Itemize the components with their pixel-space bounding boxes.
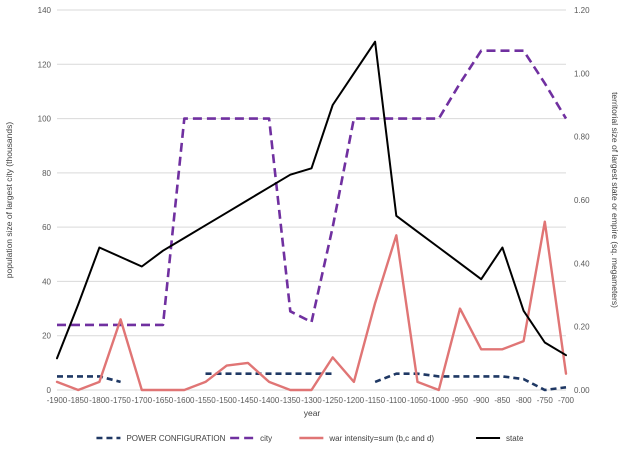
y2-tick-label: 0.20	[574, 323, 590, 332]
y-tick-label: 60	[42, 223, 51, 232]
x-tick-label: -1600	[174, 396, 195, 405]
x-tick-label: -1650	[153, 396, 174, 405]
y-tick-label: 20	[42, 332, 51, 341]
legend-item: city	[230, 434, 272, 443]
x-axis-ticks: -1900 -1850 -1800 -1750 -1700 -1650 -1600 -1550…	[47, 396, 575, 405]
y2-tick-label: 1.20	[574, 6, 590, 15]
series-line-segment	[374, 372, 567, 392]
x-tick-label: -900	[473, 396, 490, 405]
series-3-line	[56, 40, 567, 360]
x-tick-label: -1000	[429, 396, 450, 405]
x-tick-label: -1300	[301, 396, 322, 405]
y2-tick-label: 0.00	[574, 386, 590, 395]
x-tick-label: -1200	[344, 396, 365, 405]
series-line-segment	[57, 375, 121, 384]
legend-label: state	[506, 434, 524, 443]
y2-tick-label: 1.00	[574, 69, 590, 78]
x-tick-label: -1550	[195, 396, 216, 405]
x-tick-label: -1050	[407, 396, 428, 405]
y2-tick-label: 0.40	[574, 259, 590, 268]
y2-axis-title: territorial size of largest state or emp…	[610, 92, 620, 308]
legend-item: war intensity=sum (b,c and d)	[299, 434, 434, 443]
legend-item: POWER CONFIGURATION	[96, 434, 226, 443]
x-tick-label: -750	[537, 396, 554, 405]
y-tick-label: 40	[42, 277, 51, 286]
series-line-segment	[56, 40, 567, 360]
series-line-segment	[55, 220, 568, 392]
x-tick-label: -1750	[110, 396, 131, 405]
right-axis-ticks: 0.00 0.20 0.40 0.60 0.80 1.00 1.20	[574, 6, 590, 395]
x-tick-label: -1800	[89, 396, 110, 405]
x-tick-label: -700	[558, 396, 575, 405]
left-axis-ticks: 0 20 40 60 80 100 120 140	[38, 6, 52, 395]
x-tick-label: -1450	[238, 396, 259, 405]
y-tick-label: 140	[38, 6, 52, 15]
y-tick-label: 120	[38, 60, 52, 69]
series-1-line	[57, 49, 568, 327]
y-tick-label: 100	[38, 115, 52, 124]
x-tick-label: -1500	[216, 396, 237, 405]
x-tick-label: -1350	[280, 396, 301, 405]
x-tick-label: -1250	[322, 396, 343, 405]
y-tick-label: 80	[42, 169, 51, 178]
series-line-segment	[57, 49, 568, 327]
gridlines	[57, 9, 566, 391]
x-tick-label: -1150	[365, 396, 385, 405]
legend-label: POWER CONFIGURATION	[126, 434, 225, 443]
x-tick-label: -850	[494, 396, 511, 405]
series-0-line	[57, 372, 567, 392]
y2-tick-label: 0.80	[574, 133, 590, 142]
x-tick-label: -950	[452, 396, 469, 405]
x-axis-title: year	[304, 408, 321, 418]
series-layer	[55, 40, 568, 392]
x-tick-label: -1700	[132, 396, 153, 405]
legend: POWER CONFIGURATION city war intensity=sum…	[96, 434, 524, 443]
legend-item: state	[476, 434, 524, 443]
legend-label: city	[260, 434, 272, 443]
x-tick-label: -1900	[47, 396, 68, 405]
x-tick-label: -1850	[68, 396, 89, 405]
x-tick-label: -1400	[259, 396, 280, 405]
legend-label: war intensity=sum (b,c and d)	[328, 434, 434, 443]
y-axis-title: population size of largest city (thousan…	[4, 122, 14, 279]
x-tick-label: -800	[516, 396, 533, 405]
y2-tick-label: 0.60	[574, 196, 590, 205]
x-tick-label: -1100	[386, 396, 406, 405]
series-2-line	[55, 220, 568, 392]
y-tick-label: 0	[47, 386, 52, 395]
